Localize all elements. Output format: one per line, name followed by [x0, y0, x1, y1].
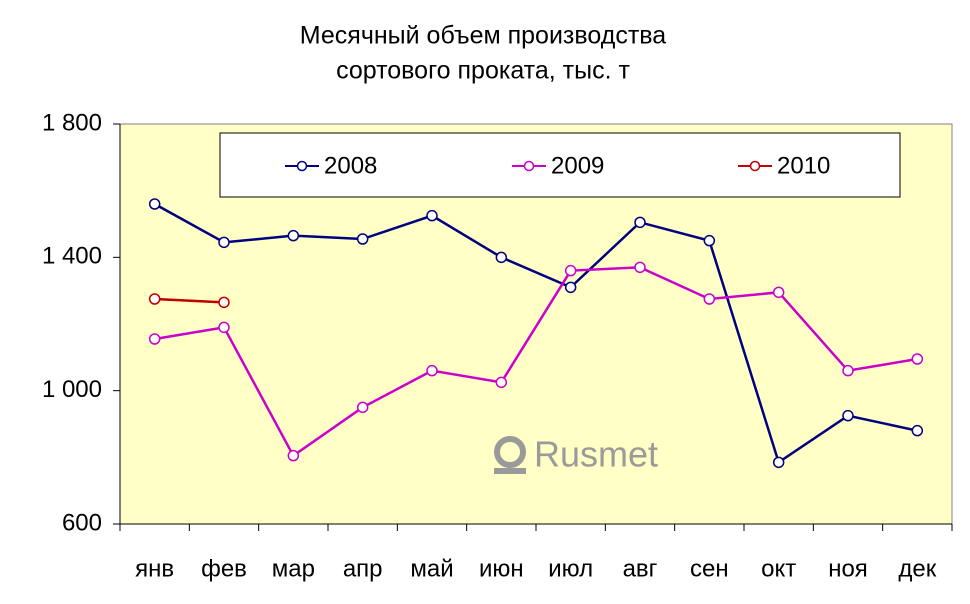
point [356, 401, 369, 414]
legend-marker [523, 160, 535, 172]
point [772, 456, 785, 469]
point [426, 364, 438, 377]
point [842, 364, 854, 377]
x-tick-label: янв [135, 555, 174, 582]
point [148, 333, 161, 345]
legend-marker [296, 160, 308, 172]
chart-title: сортового проката, тыс. т [336, 57, 630, 85]
point [634, 216, 646, 229]
x-tick-label: апр [343, 555, 383, 582]
x-tick-label: окт [761, 555, 796, 582]
point [495, 376, 508, 389]
point [564, 264, 577, 277]
series-line [154, 297, 225, 304]
x-tick-label: июн [479, 555, 524, 582]
y-tick-label: 600 [62, 509, 102, 536]
point [911, 353, 924, 365]
point [426, 209, 438, 222]
x-tick-label: мар [272, 555, 315, 582]
x-tick-label: июл [548, 555, 593, 582]
point [148, 293, 161, 305]
watermark-text: Rusmet [534, 434, 658, 475]
legend-label: 2010 [777, 152, 830, 179]
series-line [154, 202, 918, 465]
x-tick-label: май [410, 555, 453, 582]
point [218, 321, 230, 334]
point [842, 409, 854, 422]
x-tick-label: сен [690, 555, 729, 582]
point [911, 424, 924, 437]
y-tick-label: 1 800 [42, 109, 102, 136]
point [495, 251, 508, 264]
point [148, 198, 161, 210]
point [772, 286, 785, 299]
y-tick-label: 1 400 [42, 243, 102, 270]
watermark: Rusmet [494, 434, 658, 475]
x-tick-label: дек [898, 555, 936, 582]
point [703, 293, 716, 305]
point [634, 261, 646, 274]
y-tick-label: 1 000 [42, 376, 102, 403]
point [218, 236, 230, 249]
chart-title: Месячный объем производства [300, 22, 666, 50]
x-tick-label: авг [623, 555, 658, 582]
point [564, 281, 577, 294]
legend [219, 132, 901, 198]
legend-label: 2008 [324, 152, 377, 179]
point [356, 233, 369, 245]
x-tick-label: ноя [828, 555, 868, 582]
point [218, 296, 230, 309]
legend-label: 2009 [551, 152, 604, 179]
legend-marker [749, 160, 761, 172]
series-line [154, 266, 918, 458]
x-tick-label: фев [201, 555, 247, 582]
point [287, 229, 300, 242]
point [287, 449, 300, 462]
point [703, 234, 716, 247]
